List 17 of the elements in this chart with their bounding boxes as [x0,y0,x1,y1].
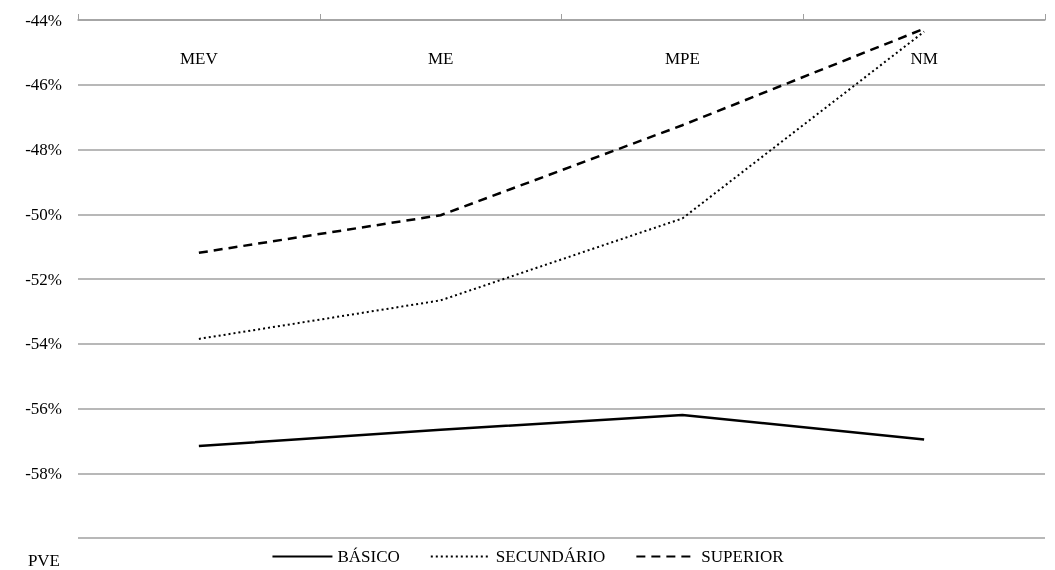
legend-label: SECUNDÁRIO [495,547,606,566]
y-tick-label: -54% [25,334,62,354]
legend-label: BÁSICO [337,547,400,566]
x-tick-label: MEV [179,49,219,68]
line-series [197,413,926,448]
y-tick-label: -56% [25,399,62,418]
x-tick-label: MPE [664,49,700,68]
y-tick-label: -50% [25,204,62,224]
y-tick-label: -52% [25,269,62,289]
y-tick-label: -44% [25,10,62,30]
x-tick-label: NM [910,49,938,68]
y-tick-label: -46% [25,75,62,95]
y-tick-label: -58% [25,463,62,483]
y-tick-label: -48% [25,140,62,159]
legend-label: SUPERIOR [701,547,785,566]
y-axis-title: PVE [27,551,60,570]
x-tick-label: ME [427,49,454,68]
